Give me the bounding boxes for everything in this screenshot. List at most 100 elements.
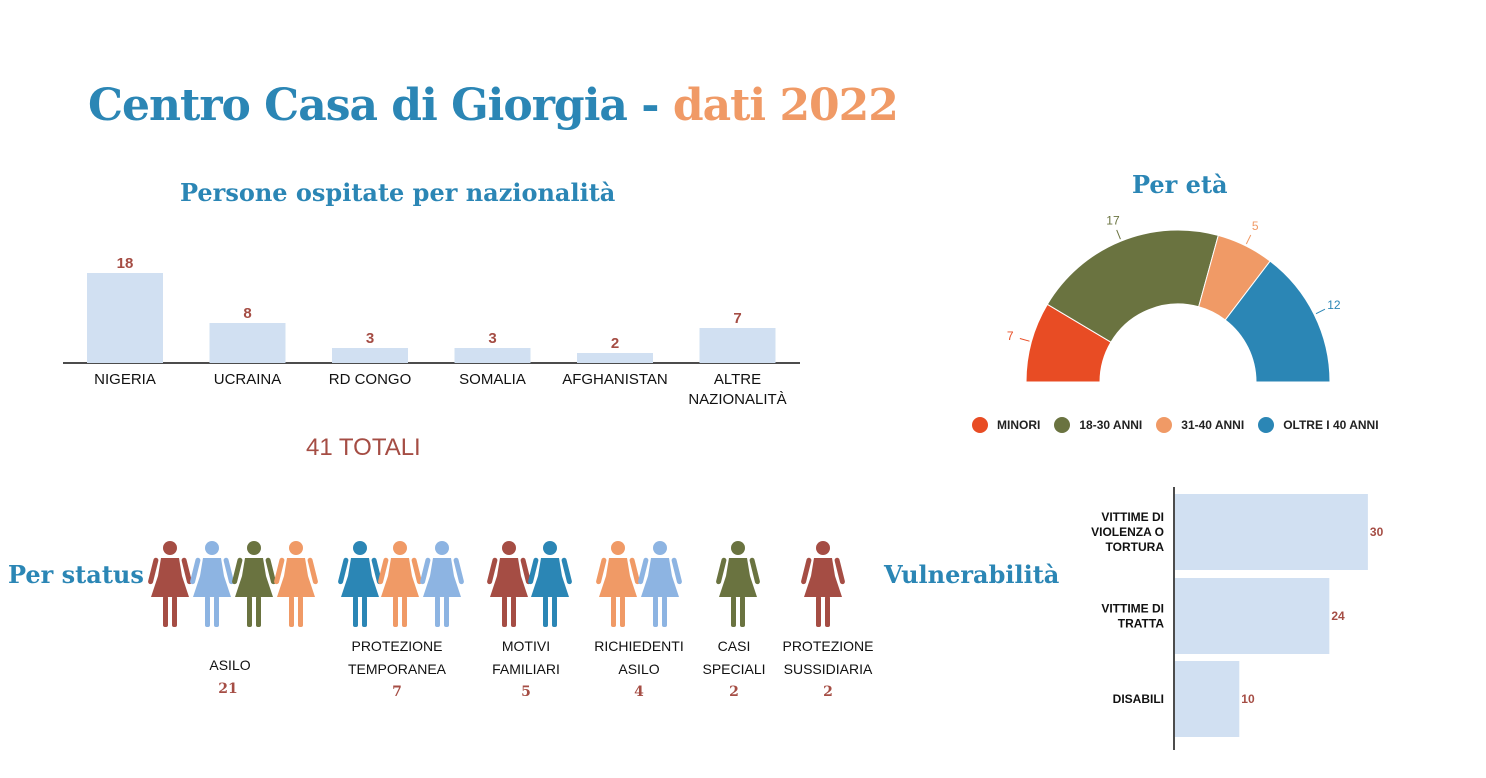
person-icon bbox=[393, 541, 407, 555]
legend-dot bbox=[1156, 417, 1173, 433]
person-icon-body bbox=[423, 558, 461, 597]
person-icon-leg bbox=[620, 596, 625, 627]
person-icon-body bbox=[599, 558, 637, 597]
vulnerability-bar bbox=[1175, 578, 1330, 654]
legend-dot bbox=[1054, 417, 1071, 433]
person-icon-leg bbox=[611, 596, 616, 627]
status-count-richiedenti-asilo: 4 bbox=[634, 684, 644, 700]
status-label-protezione-sussidiaria: PROTEZIONE SUSSIDIARIA bbox=[782, 638, 874, 677]
person-icon bbox=[247, 541, 261, 555]
legend-item-over-40: OLTRE I 40 ANNI bbox=[1258, 417, 1379, 433]
person-icon-leg bbox=[435, 596, 440, 627]
person-icon-body bbox=[641, 558, 679, 597]
status-count-casi-speciali: 2 bbox=[729, 684, 739, 700]
age-label-leader bbox=[1315, 308, 1326, 315]
main-title: Centro Casa di Giorgia - dati 2022 bbox=[88, 80, 899, 131]
person-icon-arm bbox=[453, 557, 464, 585]
person-icon bbox=[731, 541, 745, 555]
age-chart-title: Per età bbox=[1132, 170, 1228, 199]
person-icon-body bbox=[381, 558, 419, 597]
nationality-value-label: 18 bbox=[117, 255, 134, 272]
person-icon-leg bbox=[662, 596, 667, 627]
person-icon-leg bbox=[444, 596, 449, 627]
nationality-category-label: NIGERIA bbox=[94, 371, 156, 388]
nationality-bar bbox=[332, 348, 408, 363]
vulnerability-category-label: VITTIME DI bbox=[1101, 510, 1164, 524]
age-value-label: 5 bbox=[1252, 219, 1259, 233]
nationality-value-label: 7 bbox=[733, 310, 741, 327]
status-count-asilo: 21 bbox=[218, 681, 238, 697]
person-icon-body bbox=[719, 558, 757, 597]
nationality-value-label: 3 bbox=[488, 330, 496, 347]
person-icon-arm bbox=[801, 557, 812, 585]
status-count-motivi-familiari: 5 bbox=[521, 684, 531, 700]
vulnerability-category-label: DISABILI bbox=[1113, 692, 1164, 706]
nationality-value-label: 2 bbox=[611, 335, 619, 352]
person-icon-leg bbox=[511, 596, 516, 627]
legend-item-minori: MINORI bbox=[972, 417, 1040, 433]
status-count-protezione-temporanea: 7 bbox=[392, 684, 402, 700]
person-icon-arm bbox=[223, 557, 234, 585]
person-icon-arm bbox=[749, 557, 760, 585]
person-icon bbox=[289, 541, 303, 555]
person-icon-arm bbox=[232, 557, 243, 585]
nationality-bar bbox=[87, 273, 163, 363]
person-icon bbox=[163, 541, 177, 555]
vulnerability-category-label: TRATTA bbox=[1118, 617, 1165, 631]
age-label-leader bbox=[1245, 234, 1252, 245]
person-icon-arm bbox=[561, 557, 572, 585]
person-icon-arm bbox=[338, 557, 349, 585]
person-icon bbox=[611, 541, 625, 555]
person-icon-arm bbox=[190, 557, 201, 585]
main-title-year: dati 2022 bbox=[672, 80, 899, 131]
person-icon-arm bbox=[834, 557, 845, 585]
person-icon-leg bbox=[402, 596, 407, 627]
main-title-name: Centro Casa di Giorgia - bbox=[88, 80, 673, 131]
status-label-protezione-temporanea: PROTEZIONE TEMPORANEA bbox=[347, 638, 446, 677]
person-icon-leg bbox=[172, 596, 177, 627]
nationality-category-label: ALTRE bbox=[714, 371, 761, 388]
person-icon-arm bbox=[528, 557, 539, 585]
vulnerability-category-label: TORTURA bbox=[1106, 540, 1165, 554]
person-icon-leg bbox=[214, 596, 219, 627]
person-icon-leg bbox=[393, 596, 398, 627]
person-icon-body bbox=[277, 558, 315, 597]
person-icon-body bbox=[490, 558, 528, 597]
nationality-bar bbox=[577, 353, 653, 363]
person-icon-arm bbox=[716, 557, 727, 585]
age-value-label: 17 bbox=[1106, 214, 1120, 228]
legend-item-31-40: 31-40 ANNI bbox=[1156, 417, 1244, 433]
legend-label: OLTRE I 40 ANNI bbox=[1283, 418, 1379, 432]
person-icon-leg bbox=[353, 596, 358, 627]
nationality-bar bbox=[454, 348, 531, 363]
nationality-chart-title: Persone ospitate per nazionalità bbox=[180, 178, 616, 207]
legend-label: 31-40 ANNI bbox=[1181, 418, 1245, 432]
nationality-value-label: 3 bbox=[366, 330, 374, 347]
person-icon-leg bbox=[731, 596, 736, 627]
person-icon-body bbox=[193, 558, 231, 597]
person-icon-arm bbox=[265, 557, 276, 585]
vulnerability-bar bbox=[1175, 661, 1240, 737]
vulnerability-value-label: 24 bbox=[1331, 609, 1345, 623]
person-icon bbox=[653, 541, 667, 555]
person-icon-body bbox=[531, 558, 569, 597]
person-icon-body bbox=[151, 558, 189, 597]
vulnerability-value-label: 30 bbox=[1370, 525, 1384, 539]
nationality-bar bbox=[209, 323, 286, 363]
person-icon-leg bbox=[653, 596, 658, 627]
nationality-bar bbox=[699, 328, 776, 363]
person-icon bbox=[816, 541, 830, 555]
person-icon-body bbox=[341, 558, 379, 597]
vulnerability-value-label: 10 bbox=[1241, 692, 1255, 706]
person-icon bbox=[353, 541, 367, 555]
person-icon-arm bbox=[274, 557, 285, 585]
person-icon-arm bbox=[378, 557, 389, 585]
person-icon-leg bbox=[816, 596, 821, 627]
nationality-category-label: NAZIONALITÀ bbox=[688, 391, 786, 408]
age-value-label: 12 bbox=[1327, 298, 1341, 312]
person-icon-leg bbox=[205, 596, 210, 627]
age-slice-over-40 bbox=[1224, 260, 1331, 383]
vulnerability-category-label: VITTIME DI bbox=[1101, 602, 1164, 616]
person-icon-leg bbox=[740, 596, 745, 627]
